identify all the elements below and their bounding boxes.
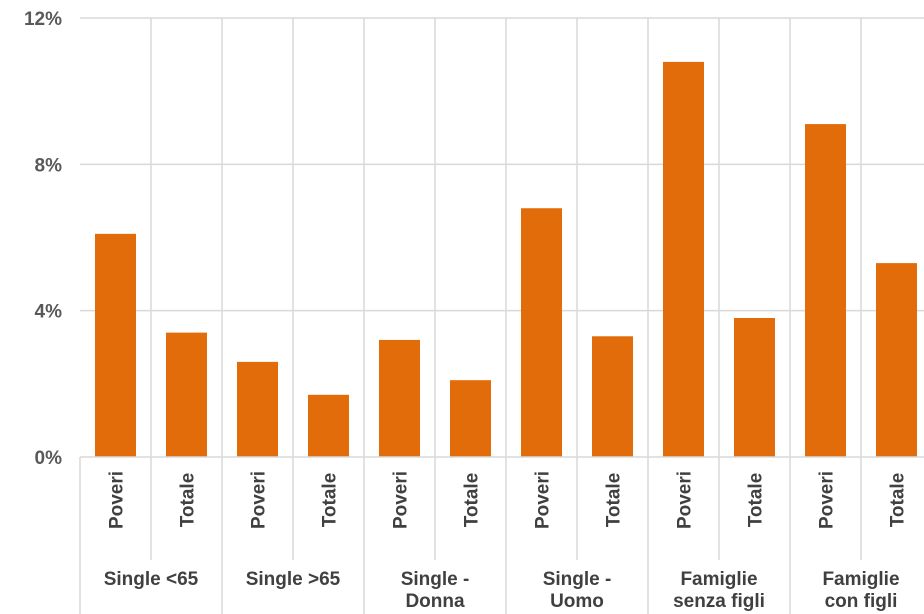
bar [592,336,633,457]
group-label: senza figli [673,591,765,612]
category-label: Poveri [675,471,696,529]
bar [805,124,846,457]
group-label: Single >65 [246,569,341,590]
bar [876,263,917,457]
bar [308,394,349,457]
group-label: con figli [825,591,898,612]
bar [663,61,704,458]
category-label: Totale [320,473,341,528]
bar [95,233,136,457]
category-label: Totale [462,473,483,528]
y-tick-label: 12% [24,9,62,30]
bar [450,380,491,457]
y-tick-label: 4% [35,302,63,323]
group-label: Uomo [550,591,604,612]
category-label: Poveri [107,471,128,529]
group-label: Famiglie [822,569,899,590]
category-label: Poveri [533,471,554,529]
category-label: Totale [888,473,909,528]
category-label: Totale [604,473,625,528]
gridlines [79,17,924,614]
group-label: Donna [405,591,465,612]
group-label: Single - [543,569,612,590]
category-label: Poveri [391,471,412,529]
bar [734,317,775,457]
category-label: Poveri [249,471,270,529]
category-label: Totale [746,473,767,528]
y-tick-label: 8% [35,155,63,176]
group-label: Famiglie [680,569,757,590]
bar [166,332,207,457]
category-label: Poveri [817,471,838,529]
bar [379,339,420,457]
category-label: Totale [178,473,199,528]
bar [237,361,278,457]
y-tick-label: 0% [35,448,63,469]
group-label: Single <65 [104,569,199,590]
bar [521,208,562,457]
group-label: Single - [401,569,470,590]
